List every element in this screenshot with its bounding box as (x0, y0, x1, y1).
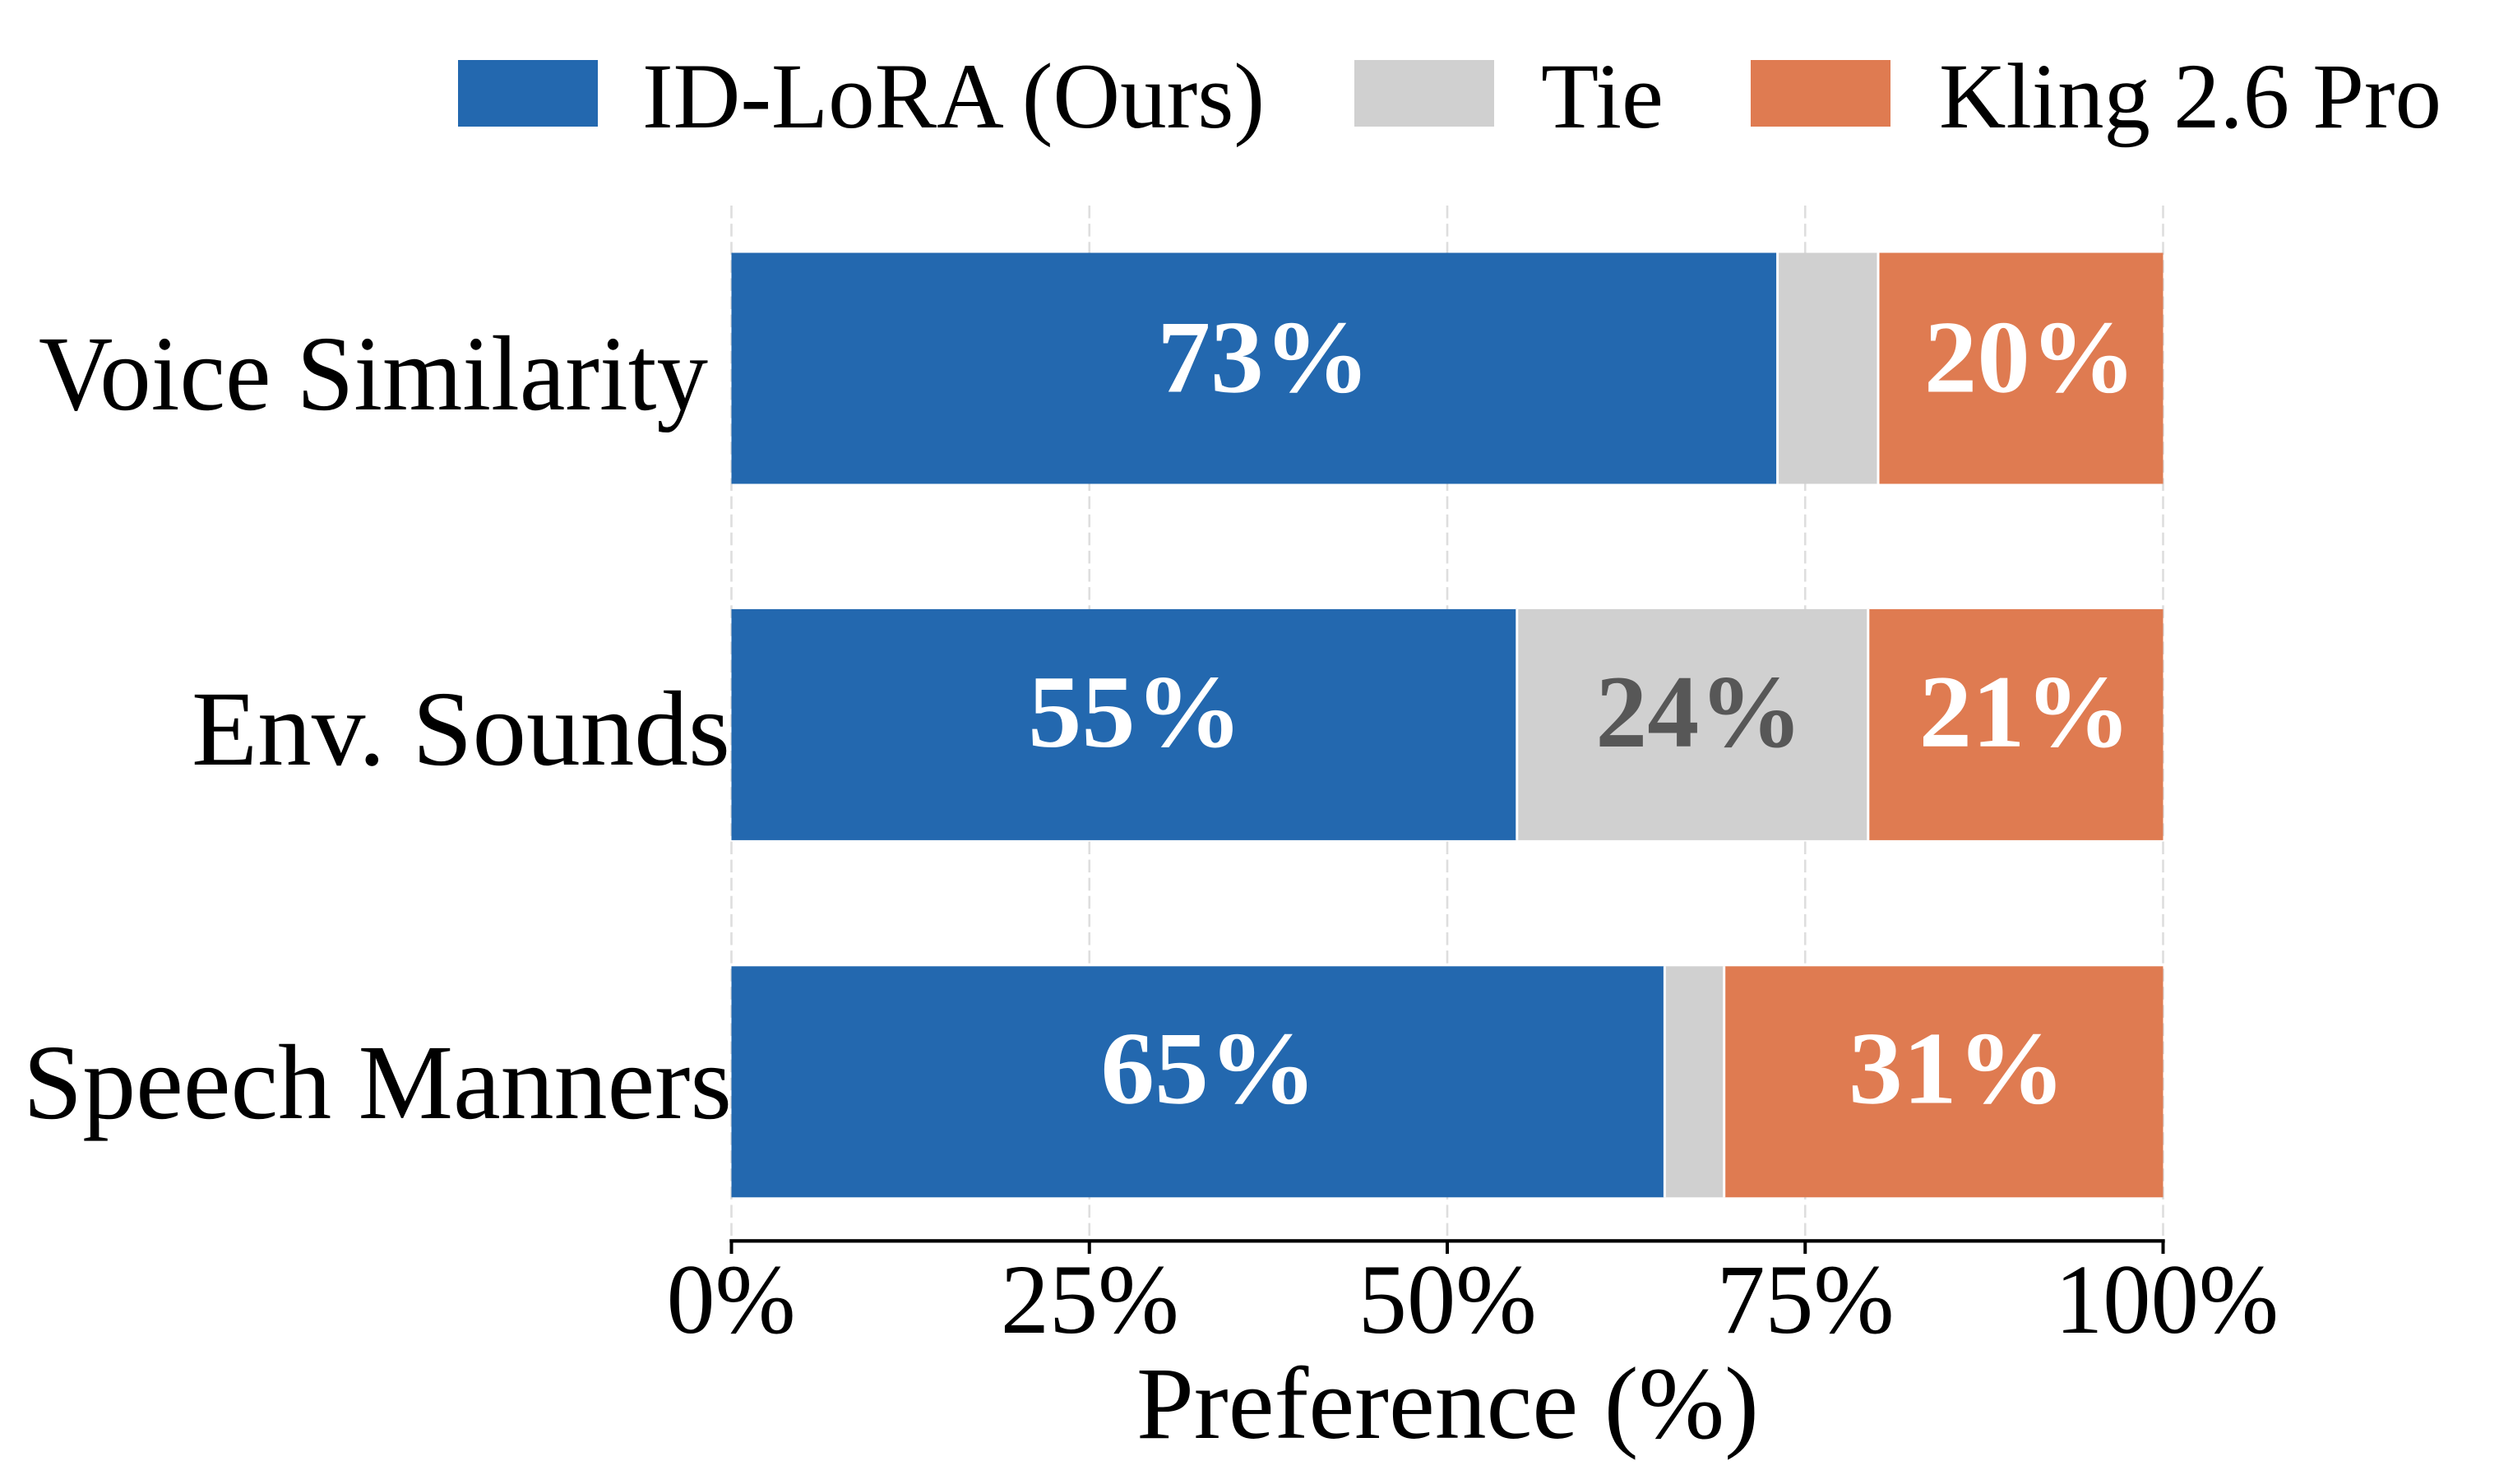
svg-text:31%: 31% (1849, 1012, 2066, 1126)
svg-text:20%: 20% (1924, 301, 2136, 415)
svg-text:50%: 50% (1358, 1245, 1537, 1355)
svg-text:Voice Similarity: Voice Similarity (39, 315, 708, 433)
svg-text:65%: 65% (1100, 1012, 1317, 1126)
svg-text:55%: 55% (1028, 655, 1243, 770)
svg-text:ID-LoRA (Ours): ID-LoRA (Ours) (642, 45, 1265, 148)
svg-text:24%: 24% (1595, 655, 1803, 770)
svg-text:Env. Sounds: Env. Sounds (192, 670, 730, 788)
svg-text:21%: 21% (1919, 655, 2131, 770)
svg-text:Preference (%): Preference (%) (1136, 1348, 1759, 1461)
svg-text:100%: 100% (2055, 1245, 2279, 1355)
svg-text:25%: 25% (1001, 1245, 1179, 1355)
svg-text:0%: 0% (667, 1245, 796, 1355)
svg-text:Tie: Tie (1541, 45, 1664, 148)
svg-text:Kling 2.6 Pro: Kling 2.6 Pro (1939, 45, 2441, 148)
svg-text:75%: 75% (1717, 1245, 1895, 1355)
svg-text:Speech Manners: Speech Manners (23, 1024, 732, 1142)
svg-text:73%: 73% (1157, 301, 1370, 415)
